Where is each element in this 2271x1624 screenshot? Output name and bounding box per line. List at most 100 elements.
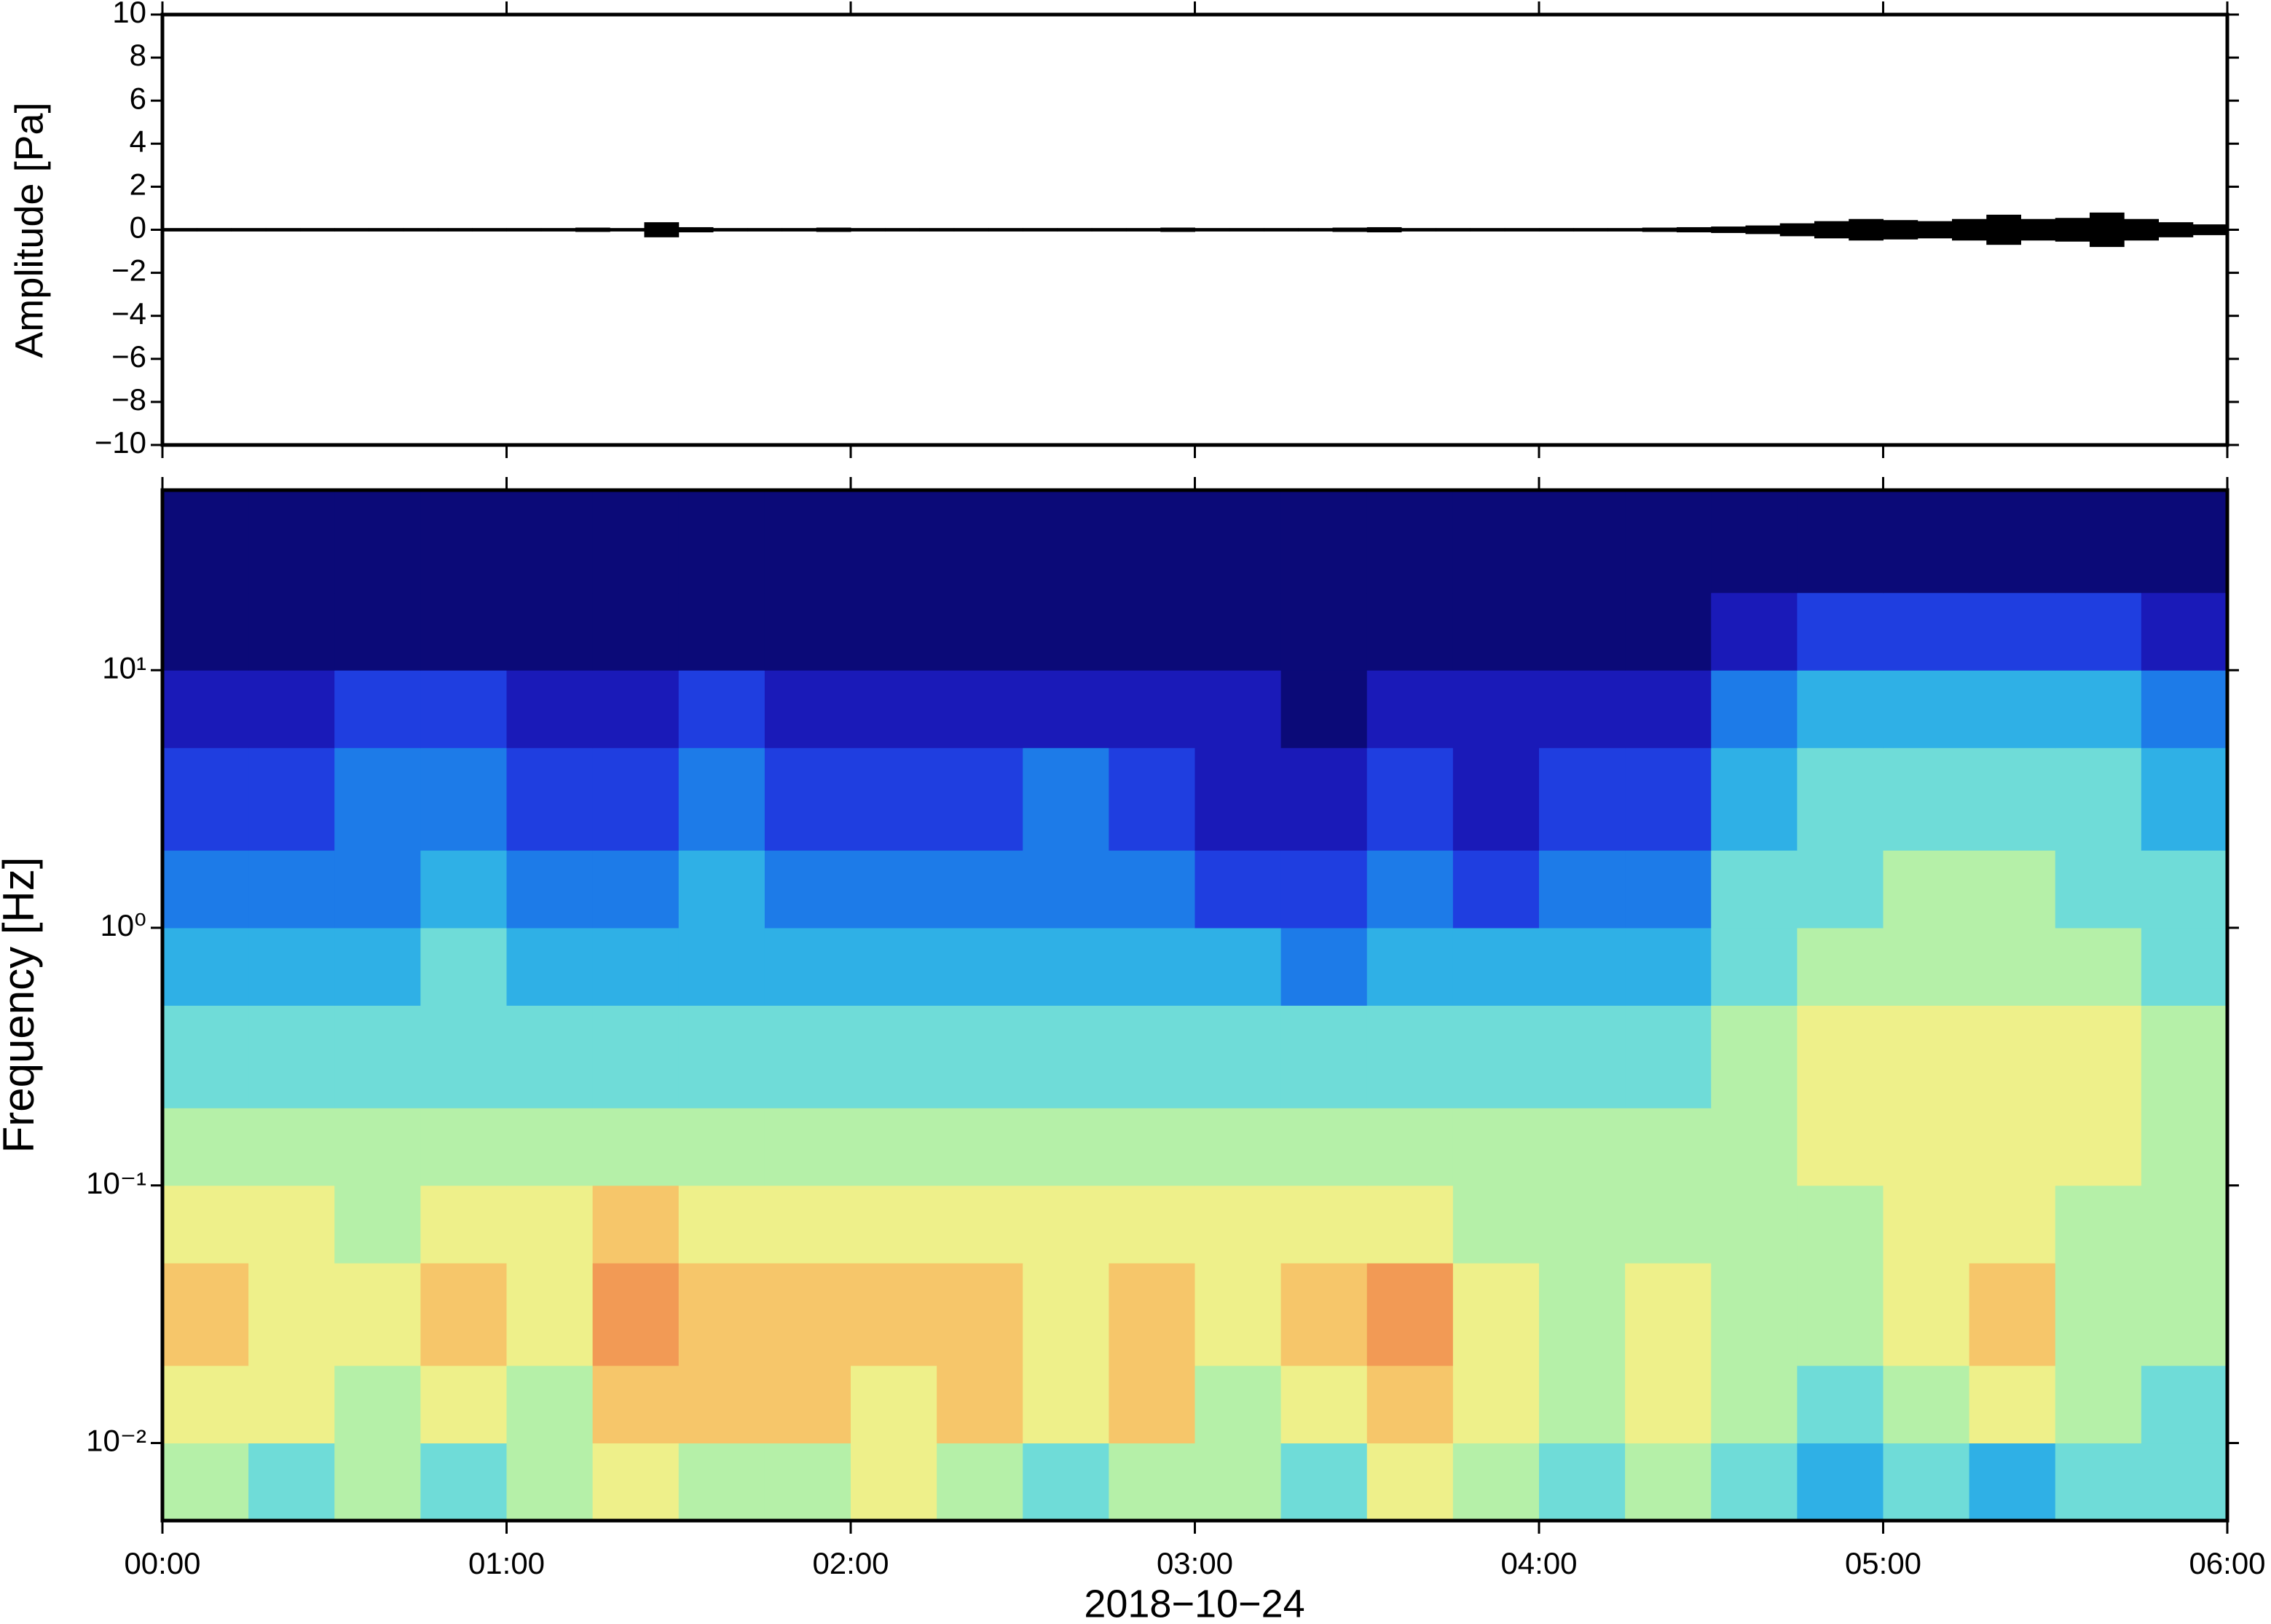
- spectrogram-cell: [1109, 1005, 1195, 1108]
- spectrogram-cell: [1969, 1005, 2056, 1108]
- x-tick-label: 06:00: [2189, 1546, 2265, 1580]
- spectrogram-cell: [2055, 747, 2142, 851]
- spectrogram-cell: [1452, 1263, 1540, 1366]
- spectrogram-cell: [506, 747, 594, 851]
- spectrogram-cell: [1969, 670, 2056, 749]
- spectrogram-cell: [2141, 850, 2228, 929]
- amplitude-envelope: [1229, 228, 1264, 232]
- spectrogram-cell: [506, 670, 594, 749]
- spectrogram-cell: [1539, 592, 1626, 671]
- spectrogram-cell: [1452, 670, 1540, 749]
- spectrogram-cell: [1797, 592, 1884, 671]
- spectrogram-cell: [1023, 490, 1109, 594]
- spectrogram-cell: [506, 928, 594, 1006]
- spectrogram-cell: [851, 592, 937, 671]
- spectrogram-cell: [1969, 490, 2056, 594]
- amplitude-envelope: [1332, 227, 1368, 232]
- y-tick-label: 10¹: [102, 650, 146, 685]
- spectrogram-cell: [2141, 592, 2228, 671]
- amplitude-envelope: [2192, 224, 2228, 235]
- amplitude-envelope: [1539, 228, 1574, 232]
- amplitude-envelope: [1366, 226, 1402, 233]
- y-axis-label: Amplitude [Pa]: [7, 102, 51, 358]
- spectrogram-cell: [1969, 592, 2056, 671]
- spectrogram-cell: [851, 1108, 937, 1186]
- spectrogram-cell: [2141, 1263, 2228, 1366]
- spectrogram-cell: [1023, 1005, 1109, 1108]
- y-tick-label: 4: [130, 124, 146, 158]
- spectrogram-cell: [248, 490, 335, 594]
- amplitude-envelope: [1917, 221, 1953, 239]
- spectrogram-cell: [1711, 670, 1798, 749]
- amplitude-envelope: [644, 222, 680, 237]
- spectrogram-cell: [1109, 1108, 1195, 1186]
- spectrogram-cell: [1883, 592, 1970, 671]
- spectrogram-cell: [1194, 850, 1282, 929]
- amplitude-envelope: [438, 228, 473, 232]
- spectrogram-cell: [592, 1108, 680, 1186]
- amplitude-envelope: [816, 227, 851, 232]
- spectrogram-cell: [2141, 928, 2228, 1006]
- spectrogram-cell: [1023, 1365, 1109, 1444]
- spectrogram-cell: [1625, 850, 1712, 929]
- spectrogram-cell: [1969, 1185, 2056, 1264]
- y-tick-label: −6: [111, 339, 146, 374]
- spectrogram-cell: [1625, 928, 1712, 1006]
- y-tick-label: 10⁻²: [86, 1424, 146, 1458]
- y-tick-label: 2: [130, 167, 146, 201]
- spectrogram-cell: [1539, 1263, 1626, 1366]
- y-tick-label: 10⁻¹: [86, 1166, 146, 1200]
- y-tick-label: 10: [112, 0, 146, 29]
- spectrogram-cell: [1109, 1365, 1195, 1444]
- spectrogram-cell: [506, 850, 594, 929]
- spectrogram-cell: [1280, 670, 1368, 749]
- spectrogram-cell: [1452, 490, 1540, 594]
- spectrogram-cell: [334, 1365, 421, 1444]
- spectrogram-cell: [1109, 670, 1195, 749]
- spectrogram-cell: [851, 1443, 937, 1521]
- spectrogram-cell: [1452, 592, 1540, 671]
- spectrogram-cell: [764, 670, 851, 749]
- spectrogram-cell: [1797, 1108, 1884, 1186]
- spectrogram-cell: [162, 747, 249, 851]
- spectrogram-cell: [937, 670, 1023, 749]
- spectrogram-cell: [592, 1263, 680, 1366]
- spectrogram-cell: [1109, 1443, 1195, 1521]
- spectrogram-cell: [764, 1443, 851, 1521]
- spectrogram-cell: [592, 747, 680, 851]
- spectrogram-cell: [2055, 490, 2142, 594]
- amplitude-envelope: [885, 228, 920, 232]
- spectrogram-cell: [334, 490, 421, 594]
- amplitude-envelope: [575, 227, 610, 232]
- x-tick-label: 02:00: [812, 1546, 889, 1580]
- spectrogram-cell: [1194, 1263, 1282, 1366]
- spectrogram-cell: [1280, 928, 1368, 1006]
- plot-frame: [160, 12, 2229, 447]
- spectrogram-cell: [334, 928, 421, 1006]
- spectrogram-cell: [678, 1108, 765, 1186]
- spectrogram-cell: [506, 1263, 594, 1366]
- spectrogram-cell: [1539, 1443, 1626, 1521]
- amplitude-envelope: [1779, 223, 1815, 237]
- spectrogram-cell: [248, 1108, 335, 1186]
- y-tick-label: 10⁰: [100, 908, 146, 942]
- spectrogram-cell: [764, 747, 851, 851]
- spectrogram-cell: [1625, 1005, 1712, 1108]
- spectrogram-cell: [1280, 1185, 1368, 1264]
- spectrogram-cell: [1023, 1443, 1109, 1521]
- spectrogram-cell: [1883, 1185, 1970, 1264]
- spectrogram-cell: [1711, 592, 1798, 671]
- x-tick-label: 01:00: [468, 1546, 545, 1580]
- spectrogram-cell: [1883, 670, 1970, 749]
- spectrogram-cell: [1625, 592, 1712, 671]
- spectrogram-cell: [1366, 1005, 1454, 1108]
- amplitude-envelope: [678, 226, 714, 233]
- spectrogram-cell: [248, 1263, 335, 1366]
- x-tick-label: 04:00: [1500, 1546, 1577, 1580]
- spectrogram-cell: [1194, 670, 1282, 749]
- spectrogram-cell: [334, 1443, 421, 1521]
- spectrogram-cell: [2055, 1365, 2142, 1444]
- spectrogram-cell: [1883, 928, 1970, 1006]
- spectrogram-cell: [937, 1263, 1023, 1366]
- amplitude-envelope: [1607, 228, 1643, 232]
